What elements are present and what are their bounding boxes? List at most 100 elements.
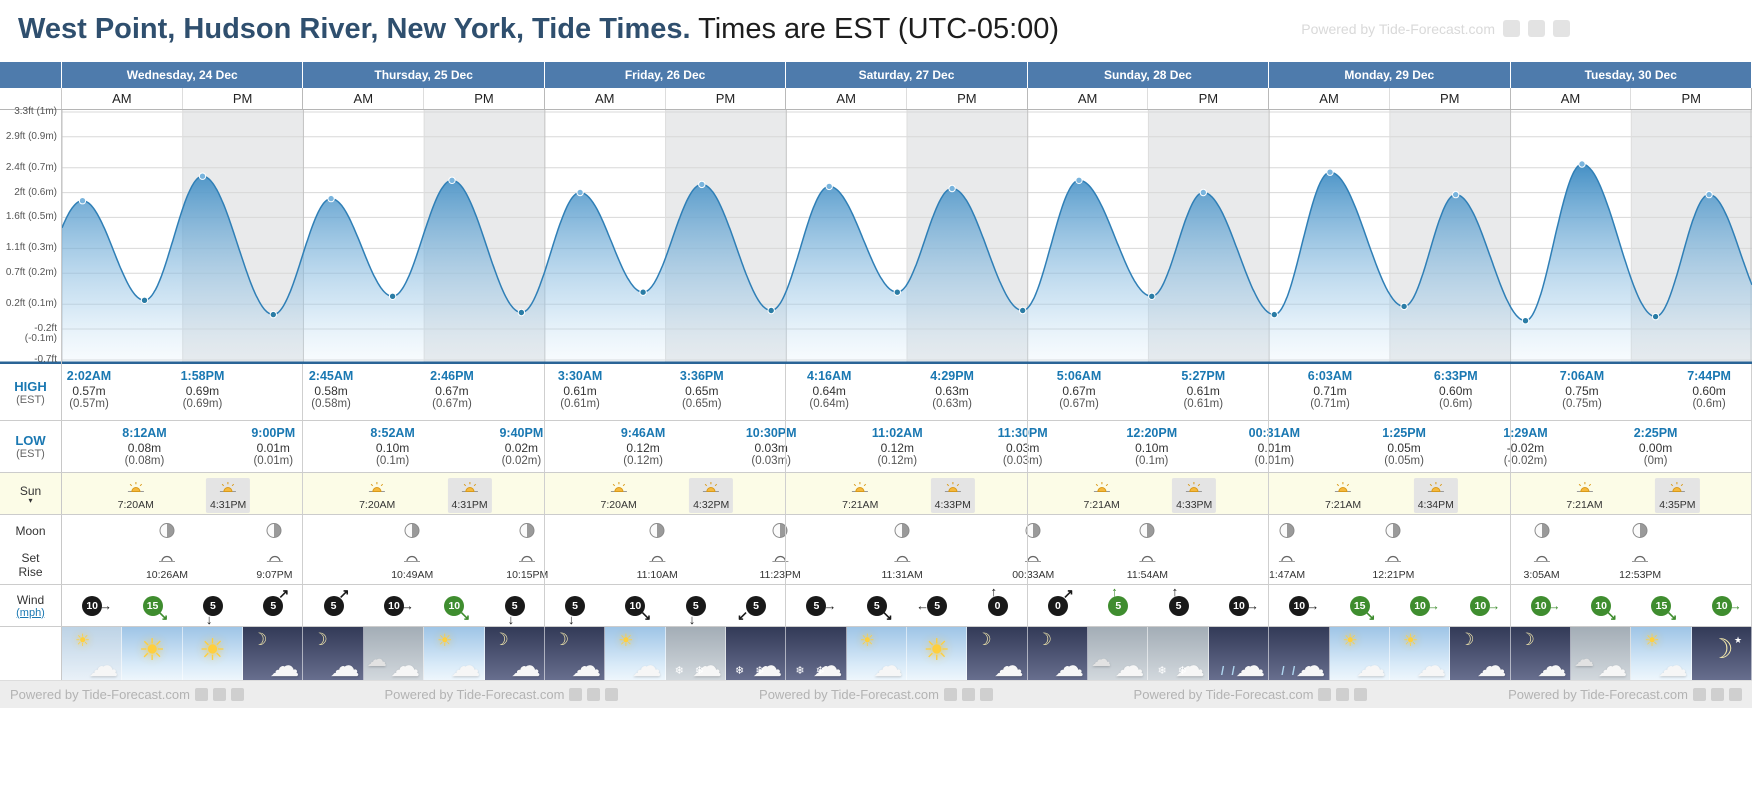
social-icon[interactable] — [1528, 20, 1545, 37]
footer-powered-by[interactable]: Powered by Tide-Forecast.com — [1508, 687, 1742, 702]
social-icon[interactable] — [1354, 688, 1368, 701]
sunset-icon — [220, 482, 237, 492]
low-height-alt: (0.1m) — [1135, 455, 1169, 467]
high-tide-entry: 3:30AM 0.61m (0.61m) — [558, 369, 602, 410]
footer-link[interactable]: Powered by Tide-Forecast.com — [759, 687, 939, 702]
high-tide-entry: 3:36PM 0.65m (0.65m) — [680, 369, 724, 410]
social-icon[interactable] — [1503, 20, 1520, 37]
low-height: 0.12m — [626, 441, 660, 455]
wind-direction-arrow: → — [1427, 598, 1441, 613]
weather-icon-rain-night: ☁ / / — [1208, 627, 1270, 680]
day-divider — [1509, 546, 1511, 584]
wind-indicator: ↘ 5 — [857, 586, 897, 626]
wind-row: Wind (mph) → 10 ↘ 15 ↓ 5 ↗ 5 ↗ 5 → 10 ↘ 10 ↓ 5 ↓ 5 ↘ 10 ↓ 5 ↙ 5… — [0, 584, 1752, 626]
moonset-icon — [1139, 555, 1156, 562]
low-time: 00:31AM — [1248, 426, 1301, 440]
moon-rise-time: 1:47AM — [1268, 569, 1306, 581]
day-divider — [543, 546, 545, 584]
footer-powered-by[interactable]: Powered by Tide-Forecast.com — [759, 687, 993, 702]
high-height-alt: (0.69m) — [182, 398, 223, 410]
high-height-alt: (0.71m) — [1310, 398, 1350, 410]
high-row-label: HIGH (EST) — [0, 364, 62, 420]
social-icon[interactable] — [943, 688, 957, 701]
moon-rise-entry: 10:15PM — [506, 550, 548, 581]
social-icon[interactable] — [569, 688, 583, 701]
day-divider — [543, 515, 545, 546]
footer-powered-by[interactable]: Powered by Tide-Forecast.com — [10, 687, 244, 702]
wind-speed-badge: 5 — [866, 596, 887, 616]
sunrise-icon — [369, 482, 386, 492]
day-divider — [1509, 585, 1511, 626]
social-icon[interactable] — [230, 688, 244, 701]
high-height: 0.69m — [185, 384, 220, 398]
wind-indicator: ↓ 5 — [676, 586, 716, 626]
wind-unit-toggle[interactable]: (mph) — [16, 606, 45, 619]
low-tide-entry: 8:52AM 0.10m (0.1m) — [370, 426, 414, 467]
low-tide-entry: 2:25PM 0.00m (0m) — [1634, 426, 1678, 467]
low-height: 0.05m — [1387, 441, 1421, 455]
moon-phase-icon — [1139, 523, 1155, 538]
weather-icon-cloudy-night: ☽ ☁ — [544, 627, 606, 680]
weather-icon-clear-night: ☽ ★ — [1691, 627, 1752, 680]
day-divider — [1509, 515, 1511, 546]
social-icon[interactable] — [605, 688, 619, 701]
sunrise-time: 7:21AM — [1324, 499, 1362, 511]
sunrise-time: 7:20AM — [117, 499, 154, 511]
social-icon[interactable] — [1710, 688, 1724, 701]
weather-glyph: ☁ — [631, 650, 662, 681]
day-divider — [543, 421, 545, 472]
weather-glyph: ☁ — [329, 650, 360, 681]
powered-by-top[interactable]: Powered by Tide-Forecast.com — [1301, 20, 1570, 37]
low-height: 0.08m — [127, 441, 162, 455]
chevron-down-icon[interactable]: ▾ — [28, 495, 33, 505]
sunset-time: 4:33PM — [934, 499, 971, 511]
high-tide-entry: 5:06AM 0.67m (0.67m) — [1057, 369, 1101, 410]
wind-direction-arrow: → — [1306, 598, 1320, 613]
social-icon[interactable] — [979, 688, 993, 701]
high-height: 0.57m — [72, 384, 106, 398]
footer-powered-by[interactable]: Powered by Tide-Forecast.com — [1134, 687, 1368, 702]
wind-direction-arrow: ↓ — [568, 612, 575, 627]
footer-link[interactable]: Powered by Tide-Forecast.com — [384, 687, 565, 702]
weather-glyph: ❄ ❄ — [1157, 665, 1191, 677]
social-icon[interactable] — [1553, 20, 1570, 37]
high-tide-entry: 4:16AM 0.64m (0.64m) — [807, 369, 851, 410]
powered-by-link[interactable]: Powered by Tide-Forecast.com — [1301, 20, 1495, 37]
social-icon[interactable] — [587, 688, 601, 701]
low-time: 8:52AM — [370, 426, 415, 440]
social-icon[interactable] — [212, 688, 226, 701]
footer-powered-by[interactable]: Powered by Tide-Forecast.com — [385, 687, 619, 702]
wind-indicator: ← 5 — [916, 586, 957, 626]
footer-link[interactable]: Powered by Tide-Forecast.com — [10, 687, 190, 702]
moon-phase-icon — [894, 523, 910, 538]
moonset-icon — [894, 555, 911, 562]
sun-row-label[interactable]: Sun ▾ — [0, 473, 62, 514]
social-icon[interactable] — [194, 688, 208, 701]
day-divider — [302, 421, 304, 472]
social-icon[interactable] — [1336, 688, 1350, 701]
social-icon[interactable] — [961, 688, 975, 701]
high-tide-entry: 2:46PM 0.67m (0.67m) — [430, 369, 474, 410]
moonset-icon — [649, 555, 666, 562]
weather-glyph: ☁ — [1295, 650, 1326, 681]
half-label-am: AM — [1028, 88, 1149, 109]
social-icon[interactable] — [1318, 688, 1332, 701]
weather-glyph: ☁ — [1416, 650, 1447, 681]
moonrise-icon — [519, 555, 536, 562]
weather-glyph: ☁ — [691, 650, 722, 681]
y-axis-column — [0, 110, 62, 364]
moonrise-icon — [1279, 555, 1296, 562]
moonset-icon — [1385, 555, 1402, 562]
social-icon[interactable] — [1692, 688, 1706, 701]
day-divider — [1026, 364, 1028, 420]
wind-direction-arrow: ↑ — [1111, 584, 1118, 599]
moon-set-entry: 11:10AM — [637, 550, 678, 581]
low-height-alt: (0.03m) — [751, 455, 791, 467]
footer-link[interactable]: Powered by Tide-Forecast.com — [1508, 687, 1688, 702]
wind-direction-arrow: → — [1728, 598, 1742, 613]
footer-link[interactable]: Powered by Tide-Forecast.com — [1133, 687, 1314, 702]
half-label-am: AM — [1269, 88, 1390, 109]
weather-glyph: ☁ — [1476, 650, 1507, 681]
social-icon[interactable] — [1728, 688, 1742, 701]
weather-icon-rain-night: ☁ / / — [1269, 627, 1330, 681]
